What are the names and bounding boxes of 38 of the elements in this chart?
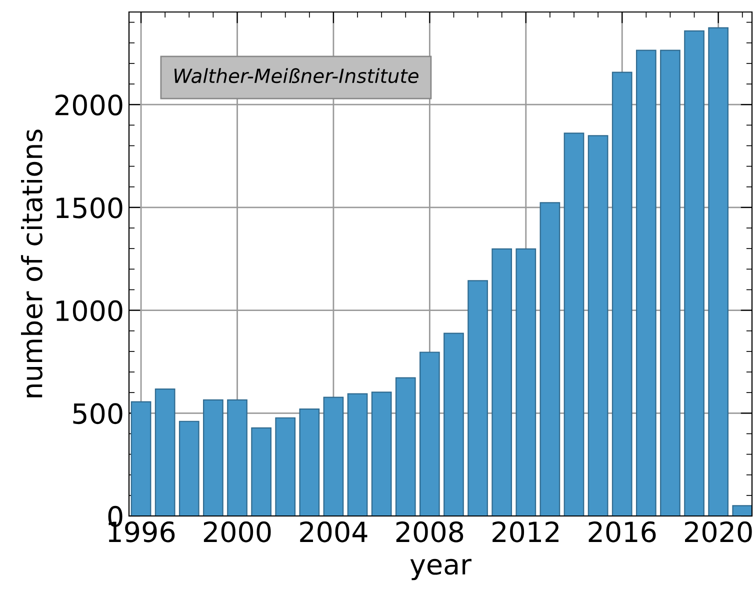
bar — [540, 202, 560, 516]
bar — [564, 132, 584, 516]
bar — [347, 393, 368, 516]
x-axis-title: year — [410, 558, 472, 580]
bar — [444, 332, 464, 516]
bar — [636, 50, 656, 516]
bar — [299, 408, 320, 516]
bar — [492, 248, 512, 516]
x-tick-label: 2012 — [492, 521, 558, 542]
bar — [130, 401, 152, 516]
y-axis-title: number of citations — [21, 130, 43, 398]
bar — [420, 352, 440, 516]
bar — [468, 280, 488, 516]
x-tick-label: 2000 — [204, 521, 271, 542]
x-tick-label: 2004 — [300, 521, 368, 542]
x-tick-label: 2016 — [588, 521, 656, 542]
y-tick-label: 1500 — [56, 197, 122, 218]
bar — [227, 399, 248, 516]
bar — [178, 420, 200, 516]
bar — [154, 388, 176, 516]
bar — [371, 392, 392, 516]
bar — [708, 27, 728, 516]
y-tick-label: 2000 — [55, 94, 122, 116]
bar — [275, 417, 296, 516]
bar — [588, 135, 608, 516]
bar — [660, 50, 680, 516]
bar — [251, 427, 272, 516]
bar — [516, 248, 536, 516]
bar — [203, 399, 224, 516]
x-tick-label: 2008 — [396, 521, 464, 542]
bar — [323, 396, 344, 516]
bar — [395, 377, 416, 516]
y-tick-label: 500 — [73, 403, 122, 424]
bar — [612, 72, 632, 516]
y-tick-label: 1000 — [56, 300, 122, 322]
annotation: Walther-Meißner-Institute — [174, 68, 418, 84]
x-tick-label: 2020 — [685, 521, 752, 542]
bar — [684, 30, 704, 516]
